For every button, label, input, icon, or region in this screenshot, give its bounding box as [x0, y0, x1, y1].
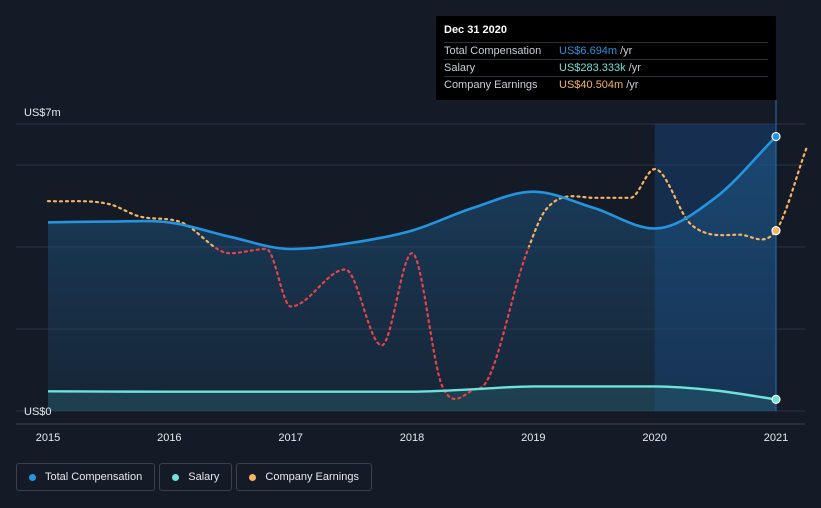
salary-marker [771, 394, 781, 404]
tooltip-value: US$6.694m [559, 45, 618, 57]
tooltip-row-total-compensation: Total Compensation US$6.694m /yr [444, 42, 768, 59]
x-tick-label: 2019 [521, 432, 545, 444]
x-tick-label: 2018 [400, 432, 424, 444]
tooltip-row-company-earnings: Company Earnings US$40.504m /yr [444, 76, 768, 93]
legend-dot-icon [172, 473, 180, 481]
tooltip-value: US$283.333k [559, 62, 626, 74]
legend-label: Salary [188, 471, 220, 483]
total-compensation-line [47, 135, 777, 251]
legend-item-salary[interactable]: Salary [159, 463, 233, 491]
tooltip-date: Dec 31 2020 [444, 24, 507, 36]
company-earnings-line [46, 147, 808, 247]
tooltip-label: Salary [444, 62, 476, 74]
tooltip: Dec 31 2020 Total Compensation US$6.694m… [436, 16, 776, 100]
x-tick-label: 2020 [642, 432, 666, 444]
legend-dot-icon [249, 473, 257, 481]
total-compensation-marker [771, 131, 781, 142]
x-tick-label: 2015 [36, 432, 60, 444]
total-compensation-area [48, 136, 776, 411]
tooltip-row-salary: Salary US$283.333k /yr [444, 59, 768, 76]
y-axis-label-bottom: US$0 [24, 406, 52, 418]
tooltip-unit: /yr [620, 45, 633, 57]
salary-line [47, 385, 777, 401]
tooltip-label: Total Compensation [444, 45, 542, 57]
legend: Total Compensation Salary Company Earnin… [16, 463, 372, 491]
x-tick-label: 2021 [764, 432, 788, 444]
legend-label: Total Compensation [45, 471, 143, 483]
legend-label: Company Earnings [265, 471, 359, 483]
legend-dot-icon [29, 473, 36, 481]
legend-item-company-earnings[interactable]: Company Earnings [236, 463, 372, 491]
y-axis-label-top: US$7m [24, 107, 61, 119]
tooltip-value: US$40.504m [559, 79, 624, 91]
tooltip-unit: /yr [628, 62, 641, 74]
company-earnings-line-low [212, 247, 531, 401]
legend-item-total-compensation[interactable]: Total Compensation [16, 463, 156, 491]
tooltip-unit: /yr [626, 79, 639, 91]
x-tick-label: 2016 [157, 432, 181, 444]
tooltip-label: Company Earnings [444, 79, 538, 91]
x-tick-label: 2017 [278, 432, 302, 444]
company-earnings-marker [771, 226, 781, 236]
